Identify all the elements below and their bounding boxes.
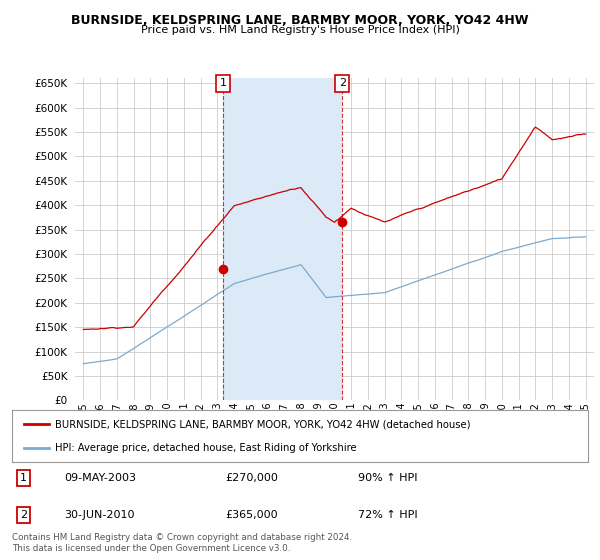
Text: Contains HM Land Registry data © Crown copyright and database right 2024.
This d: Contains HM Land Registry data © Crown c… (12, 533, 352, 553)
Text: £365,000: £365,000 (225, 510, 278, 520)
Text: HPI: Average price, detached house, East Riding of Yorkshire: HPI: Average price, detached house, East… (55, 443, 357, 453)
Text: 2: 2 (20, 510, 27, 520)
Text: 1: 1 (20, 473, 27, 483)
Text: 09-MAY-2003: 09-MAY-2003 (64, 473, 136, 483)
Text: 2: 2 (338, 78, 346, 88)
Text: 72% ↑ HPI: 72% ↑ HPI (358, 510, 417, 520)
Text: BURNSIDE, KELDSPRING LANE, BARMBY MOOR, YORK, YO42 4HW: BURNSIDE, KELDSPRING LANE, BARMBY MOOR, … (71, 14, 529, 27)
Text: BURNSIDE, KELDSPRING LANE, BARMBY MOOR, YORK, YO42 4HW (detached house): BURNSIDE, KELDSPRING LANE, BARMBY MOOR, … (55, 419, 471, 430)
Text: £270,000: £270,000 (225, 473, 278, 483)
Bar (223, 78, 342, 400)
Text: Price paid vs. HM Land Registry's House Price Index (HPI): Price paid vs. HM Land Registry's House … (140, 25, 460, 35)
Text: 30-JUN-2010: 30-JUN-2010 (64, 510, 134, 520)
Text: 1: 1 (220, 78, 227, 88)
Text: 90% ↑ HPI: 90% ↑ HPI (358, 473, 417, 483)
